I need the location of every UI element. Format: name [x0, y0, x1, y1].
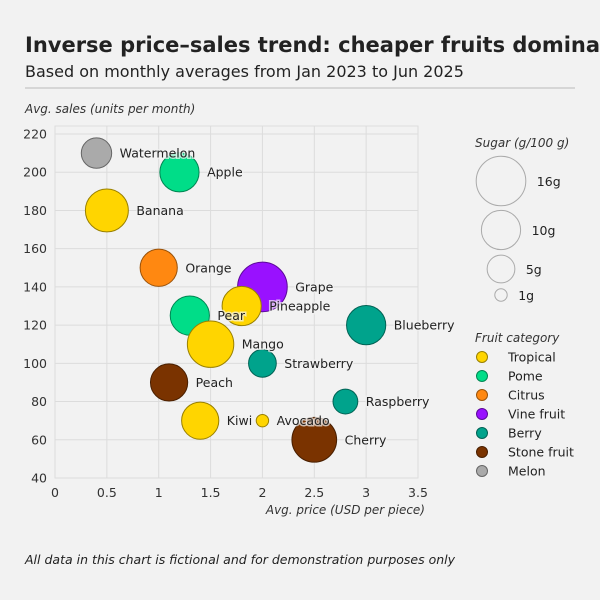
category-legend-label: Pome: [508, 369, 543, 384]
category-legend-label: Stone fruit: [508, 445, 574, 460]
bubble-label: Pineapple: [269, 299, 330, 314]
footnote: All data in this chart is fictional and …: [24, 552, 456, 567]
size-legend-title: Sugar (g/100 g): [475, 136, 569, 150]
y-tick-label: 120: [23, 318, 47, 333]
bubble-label: Blueberry: [394, 318, 455, 333]
bubbles: [80, 137, 387, 463]
size-legend-circle: [480, 209, 522, 251]
category-legend-swatch: [476, 389, 488, 401]
category-legend-swatch: [476, 427, 488, 439]
bubble-kiwi: [181, 401, 220, 440]
bubble-blueberry: [346, 305, 387, 346]
x-tick-label: 3: [362, 485, 370, 500]
size-legend-circle: [475, 155, 527, 207]
size-legend-label: 5g: [526, 262, 542, 277]
x-axis-title: Avg. price (USD per piece): [265, 503, 425, 517]
category-legend-swatch: [476, 446, 488, 458]
category-legend-label: Citrus: [508, 388, 545, 403]
category-legend-label: Vine fruit: [508, 407, 565, 422]
x-tick-label: 0: [51, 485, 59, 500]
category-legend-label: Berry: [508, 426, 542, 441]
bubble-mango: [186, 320, 235, 368]
y-tick-label: 220: [23, 127, 47, 142]
x-tick-label: 0.5: [97, 485, 117, 500]
size-legend-label: 16g: [537, 174, 561, 189]
bubble-avocado: [255, 413, 270, 428]
bubble-cherry: [291, 416, 338, 463]
bubble-label: Pear: [217, 308, 245, 323]
y-axis-title: Avg. sales (units per month): [24, 102, 195, 116]
bubble-label: Cherry: [345, 432, 387, 447]
y-tick-label: 100: [23, 356, 47, 371]
size-legend-label: 10g: [532, 223, 556, 238]
x-tick-label: 3.5: [408, 485, 428, 500]
size-legend-circle: [494, 288, 508, 302]
y-tick-label: 180: [23, 203, 47, 218]
bubble-orange: [139, 248, 178, 287]
y-tick-label: 140: [23, 279, 47, 294]
y-tick-label: 80: [31, 394, 47, 409]
x-tick-label: 2: [258, 485, 266, 500]
category-legend-title: Fruit category: [475, 331, 560, 345]
size-legend-label: 1g: [518, 288, 534, 303]
bubble-label: Raspberry: [366, 394, 430, 409]
bubble-label: Watermelon: [120, 146, 196, 161]
bubble-label: Kiwi: [227, 413, 252, 428]
y-tick-label: 40: [31, 471, 47, 486]
bubble-label: Apple: [207, 165, 243, 180]
y-tick-label: 60: [31, 432, 47, 447]
bubble-label: Mango: [242, 337, 284, 352]
y-tick-label: 160: [23, 241, 47, 256]
category-legend-swatch: [476, 351, 488, 363]
category-legend-label: Tropical: [507, 350, 556, 365]
category-legend: Tropical Pome Citrus Vine fruit Berry Stone f…: [476, 350, 574, 479]
bubble-label: Strawberry: [284, 356, 354, 371]
x-tick-label: 1.5: [201, 485, 221, 500]
x-tick-label: 2.5: [304, 485, 324, 500]
y-tick-label: 200: [23, 165, 47, 180]
bubble-raspberry: [332, 388, 359, 415]
bubble-banana: [84, 188, 129, 233]
bubble-strawberry: [248, 348, 277, 378]
chart-title: Inverse price–sales trend: cheaper fruit…: [25, 33, 600, 57]
x-tick-label: 1: [155, 485, 163, 500]
axis-ticks: 0 0.5 1 1.5 2 2.5 3 3.5 40 60 80 100 120 140 160 180 200…: [23, 127, 428, 501]
bubble-apple: [159, 152, 200, 193]
bubble-label: Peach: [196, 375, 233, 390]
category-legend-label: Melon: [508, 464, 546, 479]
size-legend: 16g 10g 5g 1g: [475, 155, 561, 303]
bubble-label: Avocado: [277, 413, 330, 428]
bubble-pineapple: [221, 285, 262, 327]
category-legend-swatch: [476, 370, 488, 382]
category-legend-swatch: [476, 465, 488, 477]
bubble-peach: [149, 363, 189, 402]
size-legend-circle: [486, 254, 516, 284]
bubble-watermelon: [80, 137, 113, 169]
chart-subtitle: Based on monthly averages from Jan 2023 …: [25, 62, 464, 81]
bubble-labels: Watermelon Apple Banana Orange Grape Pineappl…: [118, 144, 456, 449]
bubble-label: Orange: [185, 260, 231, 275]
bubble-label: Grape: [295, 279, 333, 294]
category-legend-swatch: [476, 408, 488, 420]
bubble-label: Banana: [136, 203, 183, 218]
